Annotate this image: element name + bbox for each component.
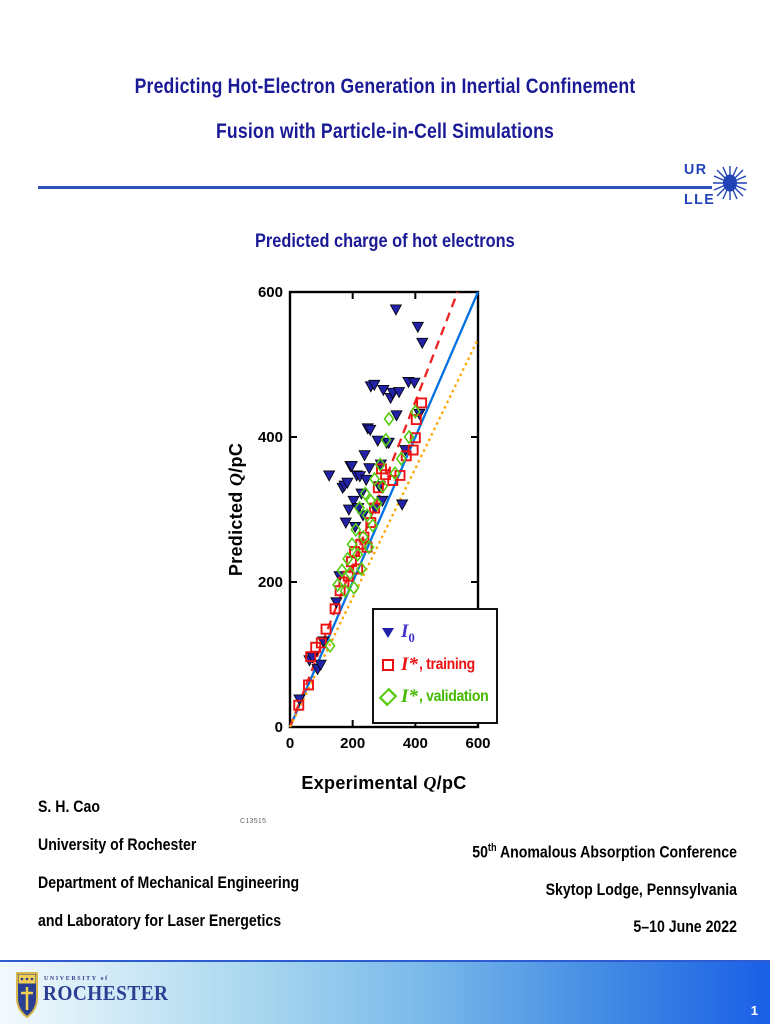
legend-label-training-text: , training bbox=[418, 656, 475, 673]
legend-item-training: I* , training bbox=[382, 649, 488, 681]
legend-label-training-symbol: I* bbox=[401, 654, 418, 675]
legend-label-validation-symbol: I* bbox=[401, 686, 418, 707]
ur-logo-text: UR bbox=[684, 161, 708, 178]
affiliation-line-2: Department of Mechanical Engineering bbox=[38, 873, 300, 892]
open-diamond-marker-icon bbox=[378, 687, 398, 707]
footer-bar: UNIVERSITY of ROCHESTER 1 bbox=[0, 960, 770, 1024]
rochester-shield-icon bbox=[16, 972, 38, 1018]
slide-title-line-2: Fusion with Particle-in-Cell Simulations bbox=[215, 120, 554, 143]
legend-item-i0: I0 bbox=[382, 617, 488, 649]
svg-text:600: 600 bbox=[465, 735, 490, 752]
lle-logo-text: LLE bbox=[684, 191, 716, 208]
legend-label-i0: I0 bbox=[401, 620, 415, 645]
scatter-plot-svg: 0 200 400 600 0 200 400 600 Experimental Q/pC Pre… bbox=[226, 284, 491, 793]
legend-label-validation-text: , validation bbox=[418, 688, 489, 705]
triangle-down-marker-icon bbox=[382, 628, 394, 638]
svg-text:200: 200 bbox=[258, 574, 283, 591]
author-affiliation-block: S. H. Cao University of Rochester Depart… bbox=[38, 788, 299, 940]
affiliation-line-3: and Laboratory for Laser Energetics bbox=[38, 911, 282, 930]
page-number: 1 bbox=[750, 1003, 758, 1018]
chart-legend: I0 I* , training I* , validation bbox=[372, 608, 498, 724]
svg-text:200: 200 bbox=[340, 735, 365, 752]
svg-text:400: 400 bbox=[258, 429, 283, 446]
header-divider-line bbox=[38, 186, 712, 189]
svg-text:Predicted Q/pC: Predicted Q/pC bbox=[226, 443, 246, 576]
scatter-chart: 0 200 400 600 0 200 400 600 Experimental Q/pC Pre… bbox=[225, 262, 535, 827]
slide-title: Predicting Hot-Electron Generation in In… bbox=[62, 64, 709, 154]
svg-text:400: 400 bbox=[403, 735, 428, 752]
rochester-text: ROCHESTER bbox=[43, 981, 169, 1005]
figure-reference-code: C13515 bbox=[240, 818, 267, 825]
university-of-text: UNIVERSITY of bbox=[44, 976, 109, 982]
laser-starburst-icon bbox=[713, 166, 747, 200]
conference-name: 50th Anomalous Absorption Conference bbox=[472, 842, 737, 862]
conference-date: 5–10 June 2022 bbox=[633, 916, 737, 936]
ur-lle-logo: UR LLE bbox=[684, 156, 764, 208]
svg-text:600: 600 bbox=[258, 284, 283, 301]
svg-text:0: 0 bbox=[275, 719, 283, 736]
conference-info-block: 50th Anomalous Absorption Conference Sky… bbox=[472, 830, 737, 945]
chart-title: Predicted charge of hot electrons bbox=[255, 231, 515, 252]
open-square-marker-icon bbox=[382, 659, 394, 671]
author-name: S. H. Cao bbox=[38, 797, 100, 816]
svg-text:0: 0 bbox=[286, 735, 294, 752]
university-of-rochester-logo: UNIVERSITY of ROCHESTER bbox=[16, 972, 169, 1020]
conference-location: Skytop Lodge, Pennsylvania bbox=[545, 879, 737, 899]
affiliation-line-1: University of Rochester bbox=[38, 835, 197, 854]
slide-title-line-1: Predicting Hot-Electron Generation in In… bbox=[134, 75, 636, 98]
legend-item-validation: I* , validation bbox=[378, 681, 489, 713]
svg-text:Experimental Q/pC: Experimental Q/pC bbox=[301, 773, 466, 793]
